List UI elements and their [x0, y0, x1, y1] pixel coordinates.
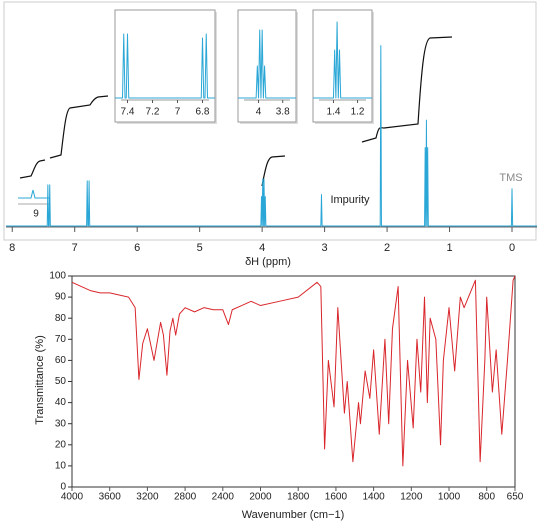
inset-frame	[312, 9, 373, 123]
x-tick-label: 2000	[249, 492, 272, 503]
y-tick-label: 40	[55, 397, 67, 408]
y-tick-label: 60	[55, 355, 67, 366]
y-tick-label: 0	[60, 482, 66, 493]
y-tick-label: 100	[49, 271, 66, 282]
integral	[361, 36, 453, 143]
inset-frame	[114, 9, 216, 123]
y-axis-label: Transmittance (%)	[34, 335, 46, 424]
x-tick-label: 3200	[136, 492, 159, 503]
x-tick-label: 6.8	[196, 107, 210, 118]
x-tick-label: 4	[259, 242, 265, 254]
x-tick-label: 1	[446, 242, 452, 254]
spectrum-line	[313, 21, 372, 99]
spectrum-line	[71, 275, 516, 467]
x-tick-label: 650	[507, 492, 524, 503]
integral	[261, 155, 286, 187]
x-tick-label: 1.4	[327, 107, 341, 118]
annotation: TMS	[499, 172, 522, 184]
x-tick-label: 8	[9, 242, 15, 254]
x-tick-label: 7.4	[121, 107, 135, 118]
annotation: 9	[33, 209, 39, 220]
x-tick-label: 4000	[61, 492, 84, 503]
x-tick-label: 7	[175, 107, 181, 118]
x-tick-label: 6	[134, 242, 140, 254]
y-tick-label: 50	[55, 376, 67, 387]
spectrum-line	[238, 29, 296, 99]
x-tick-label: 1200	[400, 492, 423, 503]
spectrum-line	[6, 45, 537, 227]
x-axis-label: Wavenumber (cm−1)	[242, 509, 345, 521]
x-tick-label: 3600	[99, 492, 122, 503]
y-tick-label: 10	[55, 461, 67, 472]
x-tick-label: 2800	[174, 492, 197, 503]
x-tick-label: 7.2	[146, 107, 160, 118]
x-tick-label: 2400	[212, 492, 235, 503]
x-tick-label: 0	[509, 242, 515, 254]
x-tick-label: 4	[256, 107, 262, 118]
x-tick-label: 1800	[287, 492, 310, 503]
x-tick-label: 3	[322, 242, 328, 254]
x-tick-label: 7	[72, 242, 78, 254]
integral	[19, 159, 46, 179]
annotation: Impurity	[330, 194, 370, 206]
x-tick-label: 1600	[325, 492, 348, 503]
x-tick-label: 800	[478, 492, 495, 503]
x-tick-label: 1400	[362, 492, 385, 503]
y-tick-label: 70	[55, 334, 67, 345]
mini-trace	[18, 189, 50, 199]
integration-curves	[19, 36, 453, 187]
x-tick-label: 2	[384, 242, 390, 254]
x-tick-label: 1000	[438, 492, 461, 503]
x-axis-label: δH (ppm)	[245, 256, 291, 268]
y-tick-label: 30	[55, 418, 67, 429]
spectrum-line	[115, 33, 215, 99]
x-tick-label: 5	[197, 242, 203, 254]
inset-frame	[237, 9, 297, 123]
x-tick-label: 1.2	[351, 107, 365, 118]
nmr-frame	[3, 1, 537, 241]
integral	[49, 95, 109, 159]
y-tick-label: 90	[55, 292, 67, 303]
x-tick-label: 3.8	[276, 107, 290, 118]
y-tick-label: 20	[55, 439, 67, 450]
y-tick-label: 80	[55, 313, 67, 324]
